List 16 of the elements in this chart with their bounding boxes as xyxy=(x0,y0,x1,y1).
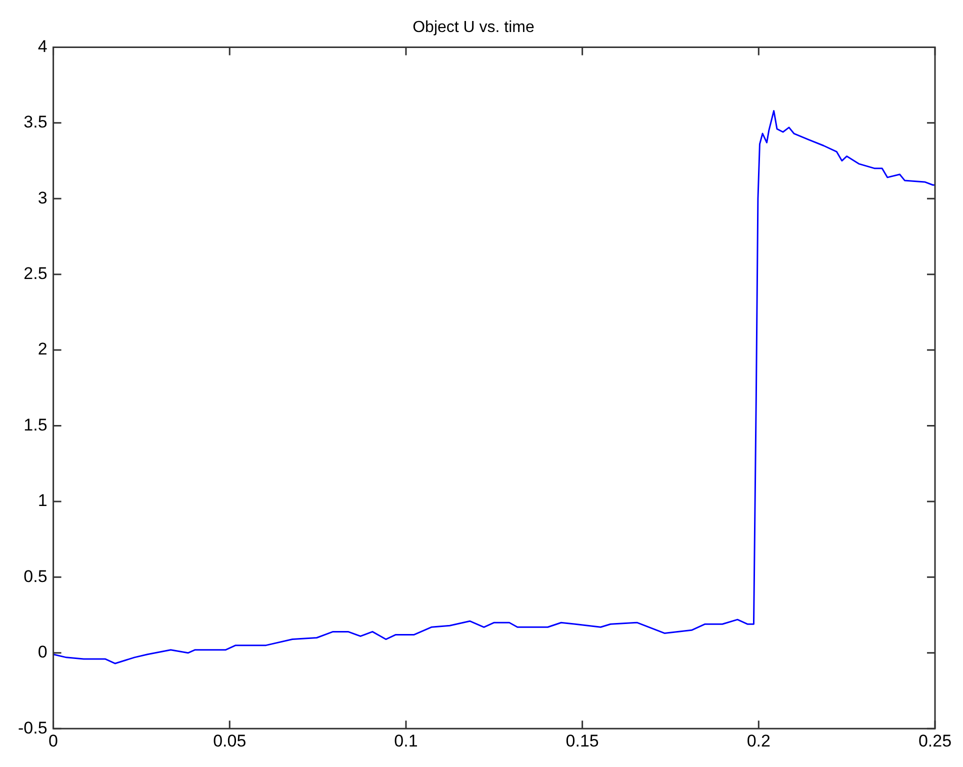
x-tick-label: 0.25 xyxy=(918,731,952,750)
y-tick-label: 2 xyxy=(38,340,48,359)
y-tick-label: 1.5 xyxy=(24,415,48,434)
y-tick-label: 0 xyxy=(38,642,48,662)
y-tick-label: 0.5 xyxy=(24,566,48,586)
y-tick-label: 2.5 xyxy=(24,264,48,284)
y-tick-label: 1 xyxy=(38,491,48,510)
y-tick-label: 4 xyxy=(38,36,48,56)
x-tick-label: 0.05 xyxy=(213,731,246,750)
x-tick-label: 0.15 xyxy=(566,731,599,750)
y-tick-label: 3 xyxy=(38,188,48,208)
y-tick-label: -0.5 xyxy=(18,718,48,738)
x-tick-label: 0.1 xyxy=(394,731,418,750)
x-tick-label: 0.2 xyxy=(746,731,770,750)
y-tick-label: 3.5 xyxy=(24,112,48,132)
chart-title: Object U vs. time xyxy=(412,19,534,36)
